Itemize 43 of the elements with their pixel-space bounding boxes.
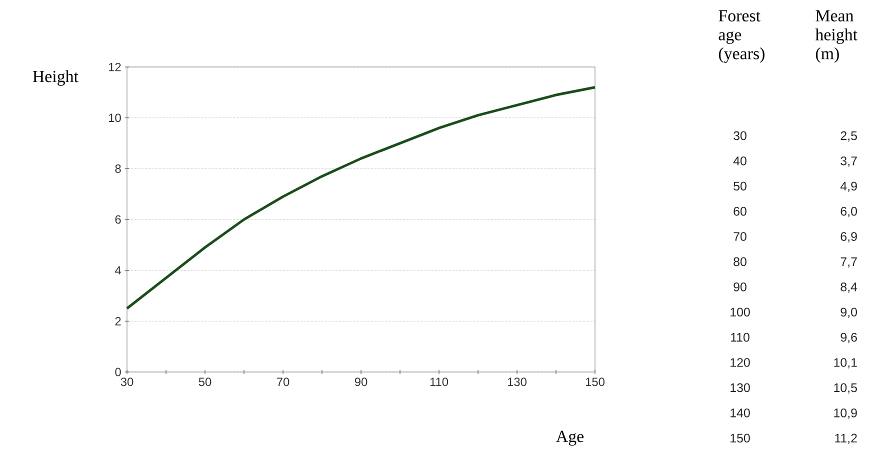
x-tick-label: 110 [430,378,448,386]
text: 110 [731,332,750,342]
y-tick-label: 6 [115,215,121,224]
x-tick-label: 70 [276,378,290,386]
text: 30 [734,131,746,140]
text: 50 [734,182,746,191]
x-tick-label: 150 [586,378,605,386]
x-tick-label: 90 [354,378,368,386]
y-tick-label: 12 [108,62,121,72]
y-tick-label: 0 [115,368,121,376]
text: 6,0 [840,206,857,218]
x-tick-label: 130 [508,378,527,386]
text: 70 [734,232,746,241]
text: 100 [730,308,750,317]
text: 9,0 [840,308,857,318]
text: 120 [730,358,750,367]
x-axis-title: Age [556,430,584,446]
text: 3,7 [840,156,857,167]
text: 2,5 [840,131,857,142]
text: 10,9 [834,408,857,419]
y-axis-title: Height [32,70,78,86]
y-tick-label: 4 [114,266,122,274]
text: 9,6 [840,332,857,344]
text: 140 [730,408,750,418]
text: 6,9 [840,232,857,242]
text: 8,4 [840,282,858,293]
y-tick-label: 10 [108,114,121,122]
y-tick-label: 2 [115,317,121,326]
text: 7,7 [840,257,857,268]
x-tick-label: 50 [198,378,212,386]
text: 10,1 [834,358,857,368]
text: 80 [734,257,746,266]
text: 90 [734,282,746,292]
text: 150 [730,434,750,443]
text: 60 [734,206,746,216]
text: 10,5 [834,383,857,394]
text: 11,2 [835,434,857,444]
text: 40 [733,156,746,166]
y-tick-label: 8 [115,164,121,173]
text: Mean height (m) [815,10,858,63]
text: Forest age (years) [718,10,764,63]
x-tick-label: 30 [120,378,134,386]
text: 4,9 [840,182,857,192]
